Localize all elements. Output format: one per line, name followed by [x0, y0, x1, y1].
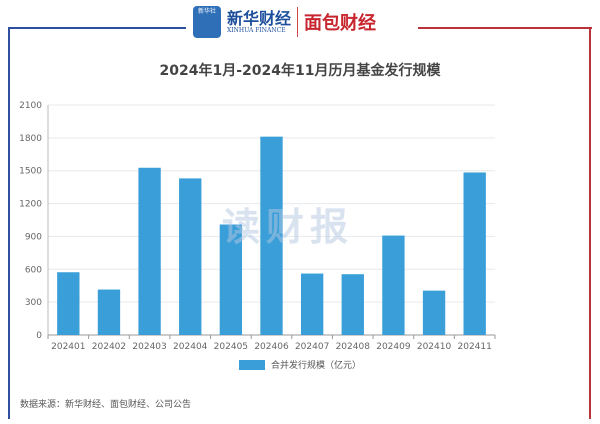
x-tick-label: 202403	[132, 342, 166, 352]
bar-202411	[463, 172, 486, 335]
bar-202407	[300, 273, 324, 335]
mianbao-logo: 面包财经	[304, 13, 377, 34]
y-tick-label: 300	[25, 298, 42, 308]
x-tick-label: 202411	[458, 342, 492, 352]
x-tick-label: 202409	[376, 342, 411, 352]
x-tick-label: 202402	[92, 342, 126, 352]
source-note: 数据来源：新华财经、面包财经、公司公告	[20, 400, 192, 410]
x-tick-label: 202401	[51, 342, 85, 352]
xinhua-finance-en: XINHUA FINANCE	[227, 26, 286, 34]
bar-202405	[219, 224, 243, 335]
x-tick-label: 202407	[295, 342, 329, 352]
bar-202404	[179, 178, 202, 335]
bar-202403	[138, 167, 161, 335]
xinhua-finance-text: 新华财经	[227, 8, 292, 28]
bar-202402	[97, 289, 121, 335]
bar-202408	[341, 274, 364, 335]
header-logos: 新华社 新华财经 XINHUA FINANCE 面包财经	[193, 6, 376, 38]
y-tick-label: 0	[36, 331, 42, 341]
watermark: 读财报	[222, 205, 355, 249]
chart-title: 2024年1月-2024年11月历月基金发行规模	[159, 63, 441, 79]
x-tick-label: 202410	[417, 342, 452, 352]
y-tick-label: 2100	[19, 101, 42, 111]
legend: 合并发行规模（亿元）	[0, 358, 600, 371]
legend-label: 合并发行规模（亿元）	[270, 361, 361, 371]
bar-202406	[260, 136, 283, 335]
y-tick-label: 900	[25, 232, 42, 242]
bar-202401	[57, 272, 80, 335]
frame-top-right	[418, 27, 592, 29]
bar-202409	[382, 235, 405, 335]
y-tick-label: 1500	[19, 167, 42, 177]
x-tick-label: 202404	[173, 342, 208, 352]
x-tick-label: 202408	[336, 342, 371, 352]
chart-frame	[8, 27, 591, 419]
bar-202410	[422, 290, 446, 335]
y-tick-label: 1200	[19, 200, 42, 210]
y-tick-label: 600	[25, 265, 42, 275]
legend-swatch	[238, 359, 265, 370]
xinhua-finance-logo: 新华财经 XINHUA FINANCE	[227, 8, 292, 34]
x-tick-label: 202405	[214, 342, 248, 352]
x-tick-label: 202406	[254, 342, 289, 352]
xinhua-app-logo: 新华社	[193, 6, 221, 38]
logo-separator	[297, 7, 299, 37]
frame-top-left	[8, 27, 186, 29]
y-tick-label: 1800	[19, 134, 42, 144]
